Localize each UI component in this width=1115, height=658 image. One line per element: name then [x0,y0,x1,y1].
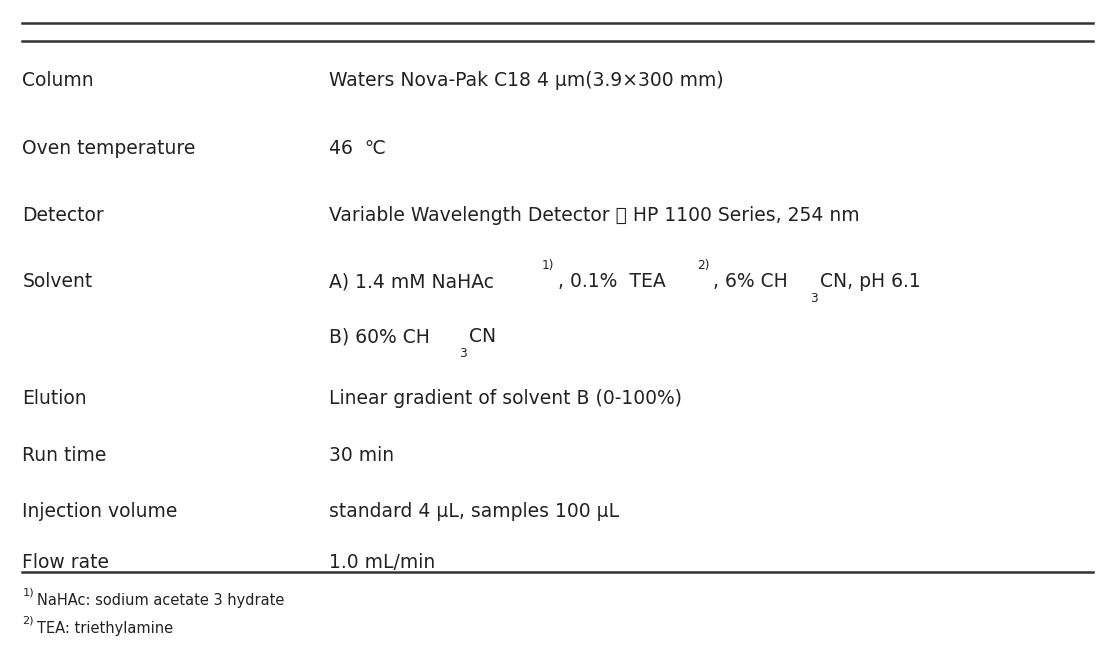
Text: 1.0 mL/min: 1.0 mL/min [329,553,435,572]
Text: , 6% CH: , 6% CH [714,272,788,291]
Text: Column: Column [22,71,94,89]
Text: 46  ℃: 46 ℃ [329,139,386,157]
Text: Solvent: Solvent [22,272,93,291]
Text: standard 4 μL, samples 100 μL: standard 4 μL, samples 100 μL [329,503,619,521]
Text: 3: 3 [459,347,467,360]
Text: CN: CN [469,328,496,346]
Text: TEA: triethylamine: TEA: triethylamine [37,621,173,636]
Text: Variable Wavelength Detector ： HP 1100 Series, 254 nm: Variable Wavelength Detector ： HP 1100 S… [329,207,860,225]
Text: 30 min: 30 min [329,446,394,465]
Text: CN, pH 6.1: CN, pH 6.1 [820,272,920,291]
Text: A) 1.4 mM NaHAc: A) 1.4 mM NaHAc [329,272,494,291]
Text: 1): 1) [22,587,33,597]
Text: Detector: Detector [22,207,104,225]
Text: 2): 2) [22,615,33,626]
Text: 3: 3 [809,291,817,305]
Text: Waters Nova-Pak C18 4 μm(3.9×300 mm): Waters Nova-Pak C18 4 μm(3.9×300 mm) [329,71,724,89]
Text: 2): 2) [697,259,709,272]
Text: , 0.1%  TEA: , 0.1% TEA [558,272,666,291]
Text: Run time: Run time [22,446,107,465]
Text: NaHAc: sodium acetate 3 hydrate: NaHAc: sodium acetate 3 hydrate [37,593,284,607]
Text: Linear gradient of solvent B (0-100%): Linear gradient of solvent B (0-100%) [329,389,682,407]
Text: 1): 1) [542,259,554,272]
Text: B) 60% CH: B) 60% CH [329,328,429,346]
Text: Oven temperature: Oven temperature [22,139,195,157]
Text: Elution: Elution [22,389,87,407]
Text: Injection volume: Injection volume [22,503,177,521]
Text: Flow rate: Flow rate [22,553,109,572]
